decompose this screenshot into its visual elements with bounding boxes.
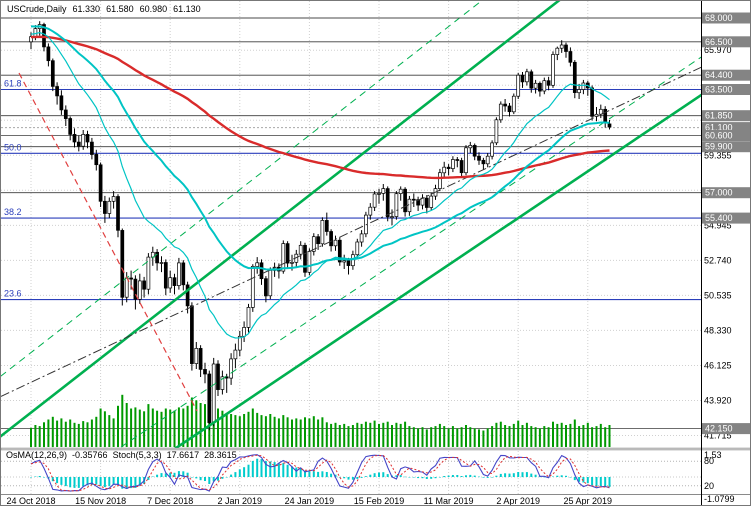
- price-level-box: [702, 187, 750, 199]
- ohlc-open: 61.330: [72, 4, 101, 14]
- price-level-box: [702, 36, 750, 48]
- price-level-box: [702, 122, 750, 134]
- osma-value: -0.35766: [72, 450, 108, 460]
- ma-cyan-slow: [30, 25, 610, 271]
- price-tick-label: 46.125: [704, 361, 732, 371]
- channel-lower-dashed[interactable]: [120, 17, 751, 448]
- price-level-box-label: 59.900: [705, 142, 733, 152]
- price-tick-label: 50.535: [704, 290, 732, 300]
- channel-upper-solid[interactable]: [1, 1, 566, 444]
- price-level-box: [702, 130, 750, 141]
- date-tick-label: 2 Apr 2019: [496, 496, 540, 506]
- price-level-box-label: 64.400: [705, 70, 733, 80]
- volume-layer: [30, 392, 611, 448]
- osma-label: OsMA(12,26,9): [6, 450, 68, 460]
- price-tick-label: 43.920: [704, 396, 732, 406]
- symbol-ohlc-label: USCrude,Daily 61.330 61.580 60.980 61.130: [7, 4, 207, 14]
- price-axis-labels: 65.970 59.355 54.945 52.740 50.535 48.330 46.1…: [702, 12, 750, 441]
- time-axis-labels: 24 Oct 2018 15 Nov 2018 7 Dec 2018 2 Jan 20…: [6, 496, 613, 506]
- ohlc-low: 60.980: [139, 4, 168, 14]
- stoch-d-value: 28.3615: [204, 450, 237, 460]
- price-level-box: [702, 84, 750, 95]
- channel-lower-solid[interactable]: [161, 55, 751, 458]
- price-tick-label: 48.330: [704, 325, 732, 335]
- ohlc-close: 61.130: [173, 4, 201, 14]
- price-level-box-label: 57.000: [705, 188, 733, 198]
- price-tick-label: 52.740: [704, 255, 732, 265]
- fib-level-label: 23.6: [4, 289, 22, 299]
- date-tick-label: 11 Mar 2019: [424, 496, 474, 506]
- indicator-plot-layer: [1, 454, 701, 492]
- price-level-box-label: 61.850: [705, 111, 733, 121]
- price-tick-label: 41.715: [704, 431, 732, 441]
- price-tick-label: 59.355: [704, 150, 732, 160]
- price-tick-label: 54.945: [704, 220, 732, 230]
- candles-layer: [29, 21, 612, 431]
- price-level-box-label: 60.600: [705, 131, 733, 141]
- indicator-scale-label: 1.53: [704, 450, 722, 460]
- chart-canvas[interactable]: [1, 1, 701, 448]
- ohlc-high: 61.580: [106, 4, 134, 14]
- ma-cyan-fast: [30, 31, 610, 339]
- subwindow-separator[interactable]: [1, 447, 751, 451]
- indicator-labels: OsMA(12,26,9) -0.35766 Stoch(5,3,3) 17.6617…: [6, 450, 242, 460]
- date-tick-label: 2 Jan 2019: [218, 496, 263, 506]
- price-tick-label: 65.970: [704, 45, 732, 55]
- indicator-scale-label: 20: [704, 481, 714, 491]
- price-level-box: [702, 141, 750, 153]
- date-tick-label: 24 Oct 2018: [6, 496, 55, 506]
- price-level-box-label: 42.150: [705, 424, 733, 434]
- indicator-scale-label: 80: [704, 456, 714, 466]
- downtrend-dashed[interactable]: [18, 72, 198, 412]
- ma-red-slow: [30, 35, 610, 180]
- stoch-label: Stoch(5,3,3): [112, 450, 162, 460]
- price-level-box-label: 68.000: [705, 13, 733, 23]
- indicator-scale-label: -1.0799: [704, 494, 735, 504]
- price-level-box-label: 61.100: [705, 123, 733, 133]
- price-level-box: [702, 423, 750, 435]
- price-level-box: [702, 212, 750, 224]
- fib-level-label: 50.0: [4, 142, 22, 152]
- date-tick-label: 15 Feb 2019: [354, 496, 405, 506]
- fib-level-label: 38.2: [4, 207, 22, 217]
- moving-averages-layer: [30, 25, 610, 339]
- price-level-box-label: 55.400: [705, 213, 733, 223]
- trendlines-layer: [1, 1, 751, 458]
- price-level-box-label: 63.500: [705, 85, 733, 95]
- price-level-box: [702, 12, 750, 24]
- price-level-box-label: 66.500: [705, 37, 733, 47]
- stoch-k-value: 17.6617: [166, 450, 200, 460]
- fib-level-label: 61.8: [4, 79, 22, 89]
- channel-upper-dashed[interactable]: [1, 1, 489, 384]
- date-tick-label: 24 Jan 2019: [285, 496, 335, 506]
- price-level-box: [702, 69, 750, 81]
- median-dashdot[interactable]: [1, 43, 751, 397]
- stoch-signal-line: [30, 454, 610, 492]
- symbol-timeframe: USCrude,Daily: [7, 4, 67, 14]
- stoch-main-line: [30, 454, 610, 492]
- price-level-box: [702, 110, 750, 122]
- date-tick-label: 15 Nov 2018: [75, 496, 126, 506]
- date-tick-label: 7 Dec 2018: [147, 496, 193, 506]
- time-axis[interactable]: [1, 495, 751, 506]
- date-tick-label: 25 Apr 2019: [564, 496, 613, 506]
